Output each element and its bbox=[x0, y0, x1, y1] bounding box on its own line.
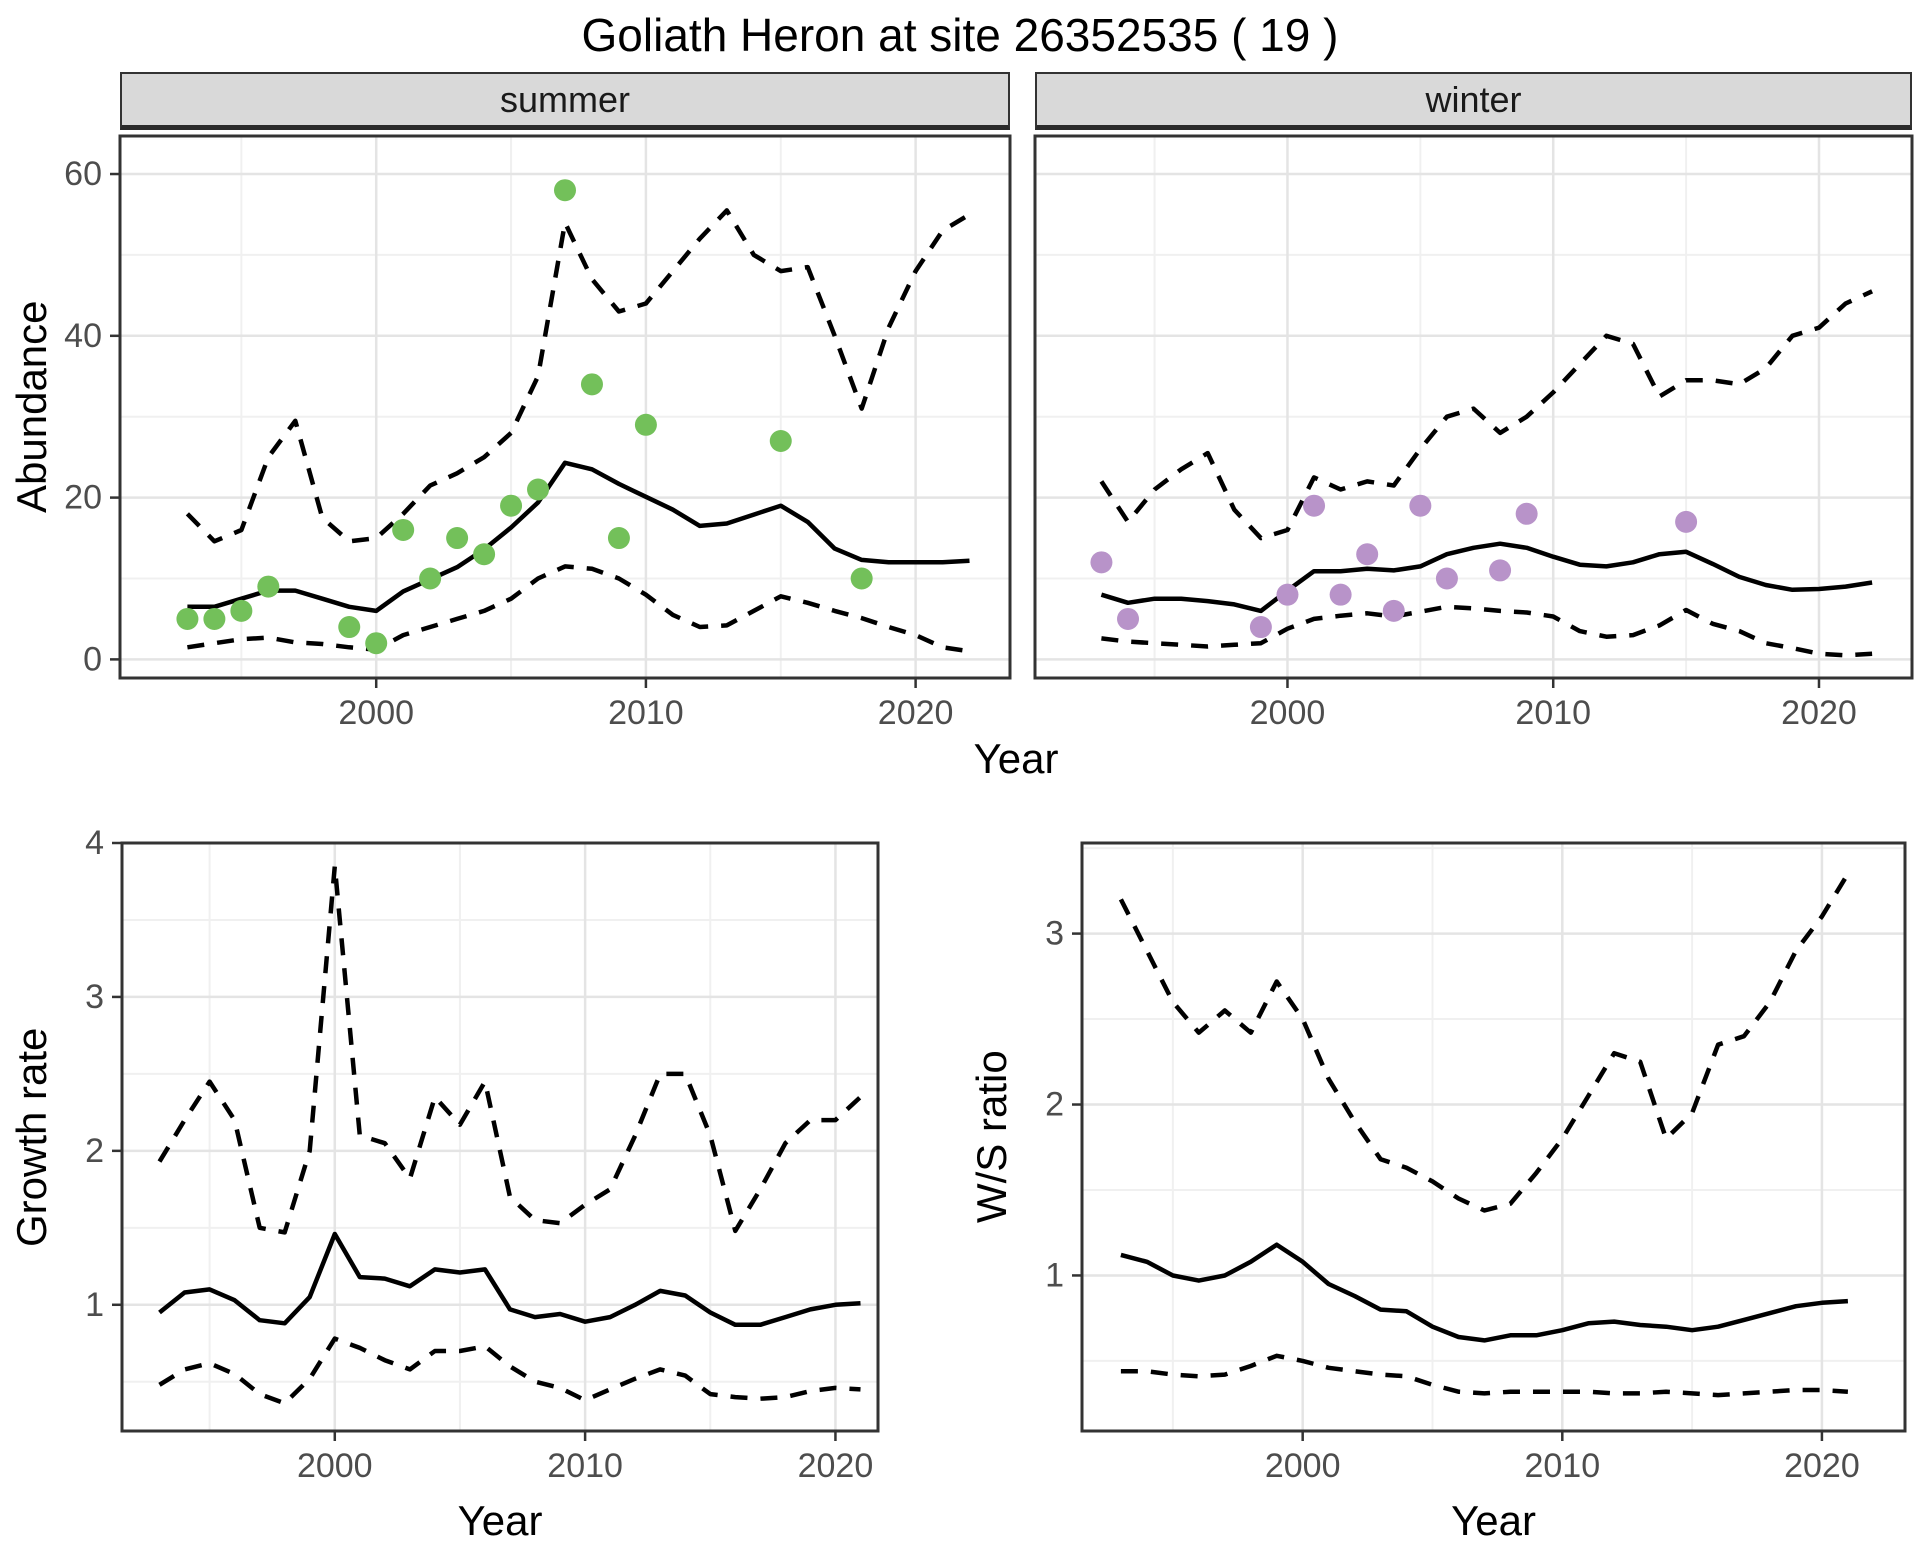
svg-text:2010: 2010 bbox=[608, 694, 684, 732]
svg-text:3: 3 bbox=[1045, 915, 1064, 953]
x-axis-title-ratio: Year bbox=[1451, 1497, 1536, 1544]
svg-text:2020: 2020 bbox=[798, 1447, 874, 1485]
winter-abundance-chart: 2000 2010 2020 bbox=[1033, 134, 1914, 732]
figure-title: Goliath Heron at site 26352535 ( 19 ) bbox=[581, 9, 1339, 61]
summer-abundance-chart: 2000 2010 2020 0 20 40 60 bbox=[64, 134, 1012, 732]
svg-text:0: 0 bbox=[83, 640, 102, 678]
svg-text:2000: 2000 bbox=[297, 1447, 373, 1485]
svg-text:4: 4 bbox=[85, 824, 104, 862]
svg-text:2: 2 bbox=[1045, 1086, 1064, 1124]
svg-text:60: 60 bbox=[64, 155, 102, 193]
svg-text:2020: 2020 bbox=[1781, 694, 1857, 732]
svg-text:2000: 2000 bbox=[1265, 1447, 1341, 1485]
growth-rate-chart: 2000 2010 2020 1 2 3 4 bbox=[85, 824, 880, 1485]
svg-text:2010: 2010 bbox=[1524, 1447, 1600, 1485]
y-axis-title-ws-ratio: W/S ratio bbox=[968, 1050, 1015, 1224]
y-axis-title-growth-rate: Growth rate bbox=[8, 1027, 55, 1247]
y-axis-title-abundance: Abundance bbox=[8, 300, 55, 514]
svg-text:2010: 2010 bbox=[547, 1447, 623, 1485]
svg-text:2000: 2000 bbox=[1250, 694, 1326, 732]
x-axis-title-growth: Year bbox=[457, 1497, 543, 1544]
svg-text:2020: 2020 bbox=[878, 694, 954, 732]
svg-text:3: 3 bbox=[85, 978, 104, 1016]
facet-strip-summer: summer bbox=[120, 72, 1010, 130]
svg-text:20: 20 bbox=[64, 479, 102, 517]
x-axis-title-top: Year bbox=[973, 735, 1059, 782]
svg-text:2020: 2020 bbox=[1784, 1447, 1860, 1485]
svg-text:1: 1 bbox=[85, 1286, 104, 1324]
svg-text:2000: 2000 bbox=[338, 694, 414, 732]
svg-text:40: 40 bbox=[64, 317, 102, 355]
svg-text:2010: 2010 bbox=[1515, 694, 1591, 732]
ws-ratio-chart: 2000 2010 2020 1 2 3 bbox=[1045, 841, 1907, 1485]
facet-strip-winter: winter bbox=[1035, 72, 1912, 130]
svg-text:2: 2 bbox=[85, 1132, 104, 1170]
facet-label-winter: winter bbox=[1425, 78, 1522, 120]
facet-label-summer: summer bbox=[499, 78, 630, 120]
svg-text:1: 1 bbox=[1045, 1256, 1064, 1294]
